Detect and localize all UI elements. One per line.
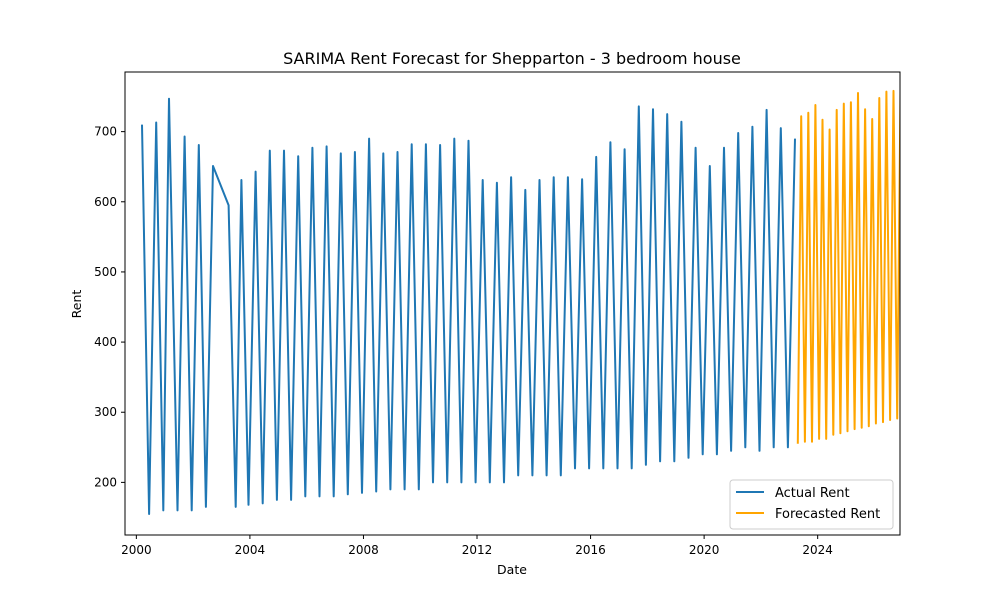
y-tick-label: 500 — [94, 265, 117, 279]
x-tick-label: 2012 — [462, 543, 493, 557]
y-tick-label: 300 — [94, 405, 117, 419]
series-line-forecasted-rent — [796, 81, 900, 444]
x-tick-label: 2004 — [235, 543, 266, 557]
chart-title: SARIMA Rent Forecast for Shepparton - 3 … — [283, 49, 741, 68]
x-tick-label: 2000 — [121, 543, 152, 557]
x-tick-label: 2008 — [348, 543, 379, 557]
x-axis: 2000 2004 2008 2012 2016 2020 2024 — [121, 535, 833, 557]
legend-label-actual: Actual Rent — [775, 486, 850, 501]
plot-area — [141, 81, 900, 515]
y-tick-label: 200 — [94, 475, 117, 489]
x-tick-label: 2020 — [689, 543, 720, 557]
legend-label-forecast: Forecasted Rent — [775, 507, 880, 522]
y-tick-label: 400 — [94, 335, 117, 349]
series-line-actual-rent — [141, 97, 796, 515]
x-tick-label: 2024 — [802, 543, 833, 557]
legend: Actual Rent Forecasted Rent — [729, 479, 894, 530]
legend-box — [729, 479, 894, 530]
y-axis: 200 300 400 500 600 700 — [94, 125, 125, 489]
x-axis-label: Date — [497, 562, 527, 577]
y-tick-label: 700 — [94, 125, 117, 139]
y-axis-label: Rent — [69, 290, 84, 319]
x-tick-label: 2016 — [575, 543, 606, 557]
y-tick-label: 600 — [94, 195, 117, 209]
plot-frame — [124, 71, 901, 536]
